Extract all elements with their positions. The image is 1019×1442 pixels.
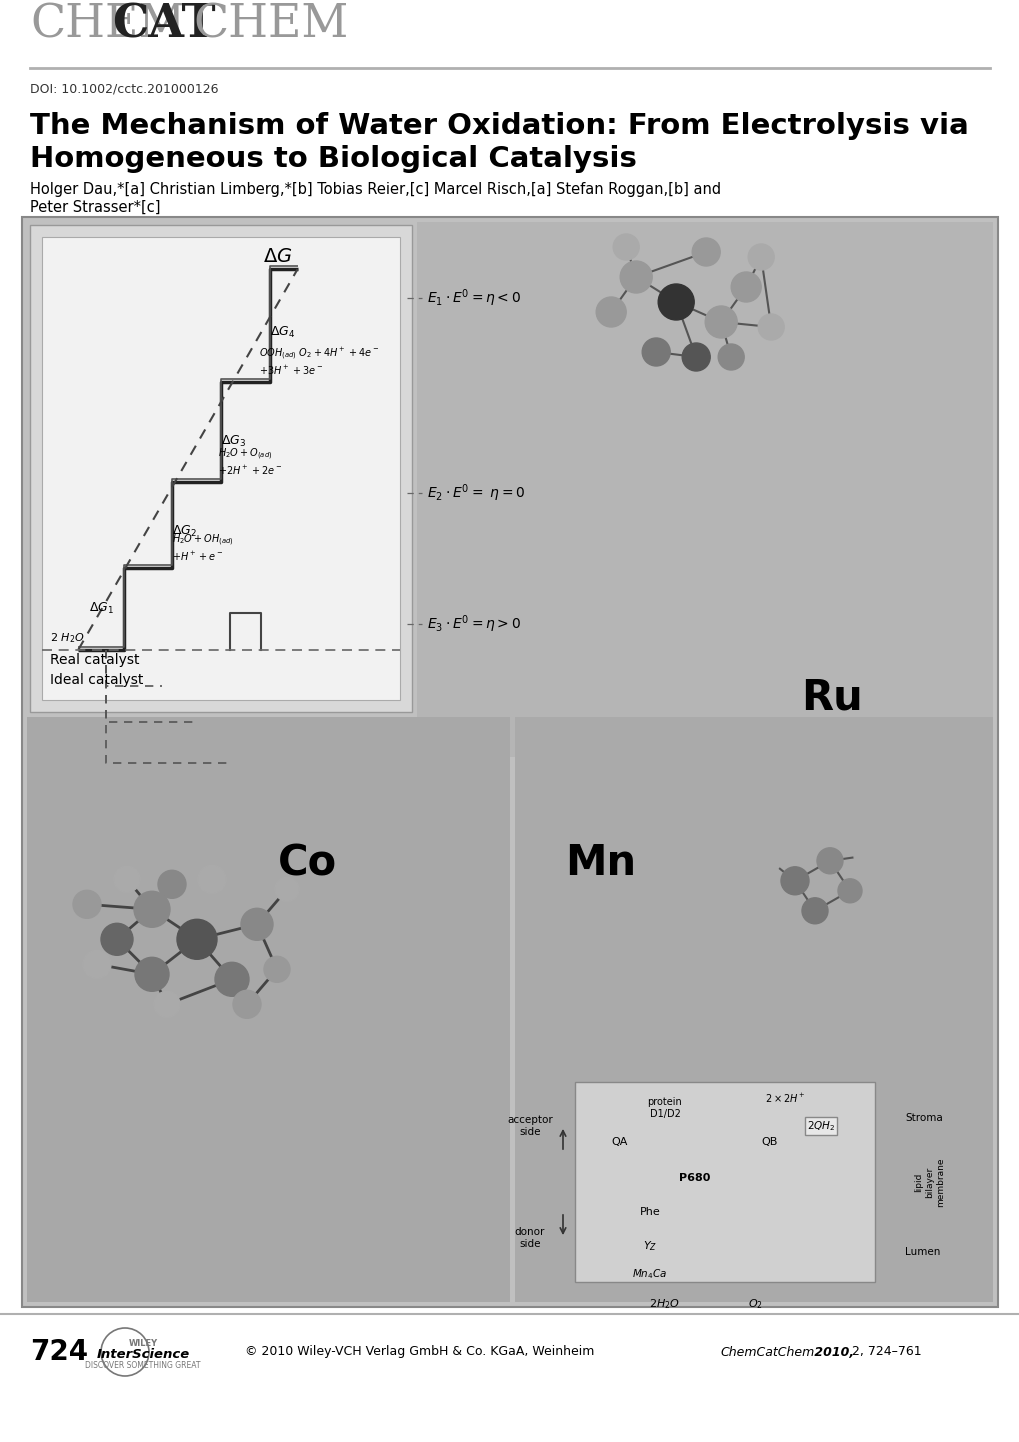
Text: $2\times 2H^+$: $2\times 2H^+$ [764,1092,805,1105]
Text: $O_2$: $O_2$ [747,1296,761,1311]
Circle shape [853,845,875,867]
Text: acceptor
side: acceptor side [506,1115,552,1136]
Text: $2H_2O$: $2H_2O$ [649,1296,680,1311]
Text: $E_2 \cdot E^0 =\ \eta = 0$: $E_2 \cdot E^0 =\ \eta = 0$ [427,482,525,503]
Text: $OOH_{(ad)}\ O_2 + 4H^+ + 4e^-$
$+ 3H^+ +3e^-$: $OOH_{(ad)}\ O_2 + 4H^+ + 4e^-$ $+ 3H^+ … [259,346,379,378]
Text: CAT: CAT [112,1,215,48]
Circle shape [114,867,140,893]
Text: $2\ H_2O$: $2\ H_2O$ [50,632,85,645]
Circle shape [240,908,273,940]
Text: $\Delta G_3$: $\Delta G_3$ [221,434,246,448]
Text: lipid
bilayer
membrane: lipid bilayer membrane [913,1158,945,1207]
Text: Mn: Mn [565,842,636,884]
Circle shape [642,337,669,366]
Bar [417,222,993,757]
Text: P680: P680 [679,1172,710,1182]
Circle shape [158,871,185,898]
Circle shape [757,314,784,340]
Text: $E_3 \cdot E^0 = \eta > 0$: $E_3 \cdot E^0 = \eta > 0$ [427,613,521,634]
Text: $H_2O + OH_{(ad)}$
$+ H^+ + e^-$: $H_2O + OH_{(ad)}$ $+ H^+ + e^-$ [172,532,234,564]
Circle shape [215,962,249,996]
Text: WILEY: WILEY [128,1340,157,1348]
Text: Lumen: Lumen [904,1247,940,1257]
Text: $2QH_2$: $2QH_2$ [806,1119,835,1133]
Text: Real catalyst: Real catalyst [50,653,140,668]
Bar [515,717,993,1302]
Circle shape [154,991,179,1017]
Text: $E_1 \cdot E^0 = \eta < 0$: $E_1 \cdot E^0 = \eta < 0$ [427,287,521,309]
Circle shape [73,890,101,919]
Text: Ideal catalyst: Ideal catalyst [50,673,144,686]
Circle shape [748,244,773,270]
Text: DOI: 10.1002/cctc.201000126: DOI: 10.1002/cctc.201000126 [30,82,218,95]
Bar [42,236,399,699]
Text: Ru: Ru [800,676,862,718]
Circle shape [838,878,861,903]
Text: The Mechanism of Water Oxidation: From Electrolysis via: The Mechanism of Water Oxidation: From E… [30,112,968,140]
Text: Co: Co [277,842,336,884]
Bar [26,717,510,1302]
Circle shape [781,867,808,895]
Circle shape [692,238,719,265]
Circle shape [620,261,651,293]
Circle shape [198,865,226,893]
Circle shape [801,898,827,924]
Text: © 2010 Wiley-VCH Verlag GmbH & Co. KGaA, Weinheim: © 2010 Wiley-VCH Verlag GmbH & Co. KGaA,… [246,1345,594,1358]
Bar [575,1082,874,1282]
Text: ChemCatChem: ChemCatChem [719,1345,813,1358]
Circle shape [83,950,111,978]
Circle shape [758,849,781,872]
Text: Phe: Phe [639,1207,659,1217]
Circle shape [101,923,132,955]
Text: InterScience: InterScience [96,1348,190,1361]
Circle shape [717,345,744,371]
Circle shape [657,284,694,320]
Text: Homogeneous to Biological Catalysis: Homogeneous to Biological Catalysis [30,146,636,173]
Text: QA: QA [611,1136,628,1146]
Bar [30,225,412,712]
Circle shape [275,877,299,901]
Text: QB: QB [761,1136,777,1146]
Text: $Y_Z$: $Y_Z$ [642,1239,656,1253]
Circle shape [816,848,842,874]
Bar [22,216,997,1306]
Text: 724: 724 [30,1338,88,1366]
Text: $\Delta G$: $\Delta G$ [263,247,292,265]
Circle shape [232,991,261,1018]
Circle shape [177,920,217,959]
Text: $\Delta G_2$: $\Delta G_2$ [172,525,197,539]
Text: $H_2O + O_{(ad)}$
$+ 2H^+ + 2e^-$: $H_2O + O_{(ad)}$ $+ 2H^+ + 2e^-$ [217,447,281,477]
Circle shape [596,297,626,327]
Text: $\Delta G_4$: $\Delta G_4$ [269,324,294,340]
Text: Stroma: Stroma [904,1113,942,1123]
Text: protein
D1/D2: protein D1/D2 [647,1097,682,1119]
Text: DISCOVER SOMETHING GREAT: DISCOVER SOMETHING GREAT [86,1361,201,1370]
Text: $\Delta G_1$: $\Delta G_1$ [89,601,114,617]
Circle shape [135,957,169,991]
Circle shape [704,306,737,337]
Text: CHEM: CHEM [30,1,185,48]
Circle shape [682,343,709,371]
Text: $Mn_4Ca$: $Mn_4Ca$ [632,1268,667,1280]
Text: 2, 724–761: 2, 724–761 [847,1345,921,1358]
Text: donor
side: donor side [515,1227,544,1249]
Text: 2010,: 2010, [809,1345,853,1358]
Text: Holger Dau,*[a] Christian Limberg,*[b] Tobias Reier,[c] Marcel Risch,[a] Stefan : Holger Dau,*[a] Christian Limberg,*[b] T… [30,182,720,198]
Text: CHEM: CHEM [193,1,348,48]
Circle shape [731,273,760,301]
Text: Peter Strasser*[c]: Peter Strasser*[c] [30,200,160,215]
Circle shape [264,956,289,982]
Circle shape [612,234,639,260]
Circle shape [133,891,170,927]
